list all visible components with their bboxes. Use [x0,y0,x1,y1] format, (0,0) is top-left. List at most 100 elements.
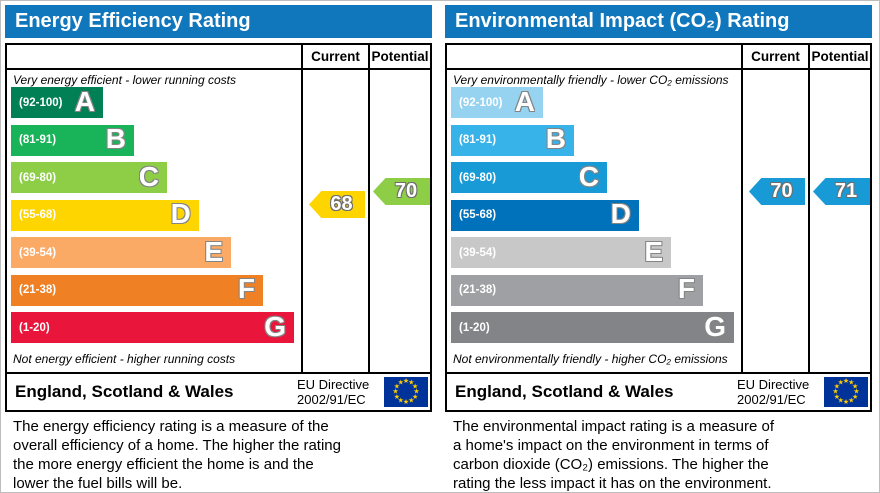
eu-flag: ★ ★ ★ ★ ★ ★ ★ ★ ★ ★ ★ ★ [384,377,428,407]
panel-title-bar: Environmental Impact (CO₂) Rating [445,5,872,38]
band-letter: B [545,123,566,155]
eu-directive-label: EU Directive 2002/91/EC [297,377,369,407]
eu-directive-line1: EU Directive [297,377,370,392]
band-row-b: (81-91) B [451,123,574,156]
band-letter: E [204,235,224,267]
potential-rating-arrow: 71 [813,178,870,205]
band-range-label: (69-80) [19,171,57,184]
band-row-f: (21-38) F [451,273,703,306]
band-row-g: (1-20) G [11,310,295,343]
column-header-row: Current Potential [447,45,870,70]
region-label: England, Scotland & Wales [15,382,234,401]
band-range-label: (39-54) [19,246,57,259]
panel-title-bar: Energy Efficiency Rating [5,5,432,38]
bottom-note: Not environmentally friendly - higher CO… [453,352,728,366]
rating-scale: (92-100) A (81-91) B (69-80) C (55-68) D… [451,85,741,347]
band-row-e: (39-54) E [11,235,232,268]
eu-flag-star: ★ [393,393,401,401]
eu-flag-star: ★ [411,383,419,391]
eu-directive-line2: 2002/91/EC [737,392,806,407]
band-range-label: (81-91) [459,134,497,146]
band-range-label: (21-38) [19,284,57,296]
eu-flag-star: ★ [411,393,419,401]
band-letter: C [578,160,600,192]
eu-flag-star: ★ [837,397,844,405]
column-header-potential: Potential [811,49,869,64]
column-header-row: Current Potential [7,45,430,70]
band-letter: F [677,273,695,305]
eu-flag-star: ★ [402,399,410,406]
band-letter: G [704,310,727,342]
rating-table: Current Potential Very energy efficient … [5,43,432,412]
column-divider [808,45,810,372]
eu-directive-line1: EU Directive [737,377,810,392]
eu-flag-star: ★ [392,388,399,396]
band-range-label: (1-20) [19,321,50,334]
eu-flag-star: ★ [402,378,410,385]
eu-flag-star: ★ [837,379,844,387]
eu-flag-star: ★ [832,388,839,396]
energy-rating-description: The energy efficiency rating is a measur… [13,418,341,492]
band-letter: B [105,123,126,155]
rating-scale: (92-100) A (81-91) B (69-80) C (55-68) D… [11,85,301,347]
eu-flag-star: ★ [851,393,859,401]
energy-efficiency-panel: Energy Efficiency Rating Current Potenti… [5,5,432,492]
band-row-c: (69-80) C [11,161,168,193]
band-range-label: (92-100) [19,96,63,109]
band-letter: E [644,235,664,267]
column-header-potential: Potential [371,49,429,64]
eu-directive-label: EU Directive 2002/91/EC [737,377,809,407]
band-letter: D [610,198,631,230]
band-letter: A [514,85,535,117]
band-row-a: (92-100) A [11,85,103,118]
top-note: Very energy efficient - lower running co… [13,73,236,87]
band-row-d: (55-68) D [11,198,199,231]
column-divider [368,45,370,372]
table-footer: England, Scotland & Wales EU Directive 2… [447,372,870,410]
band-letter: A [74,85,95,117]
eu-flag-star: ★ [413,388,420,396]
band-range-label: (69-80) [459,171,497,184]
eu-flag-star: ★ [408,397,415,405]
current-rating-arrow: 70 [749,178,805,205]
eu-flag-star: ★ [848,379,855,387]
band-row-b: (81-91) B [11,123,134,156]
eu-flag-star: ★ [848,397,855,405]
eu-flag: ★ ★ ★ ★ ★ ★ ★ ★ ★ ★ ★ ★ [824,377,868,407]
region-label: England, Scotland & Wales [455,382,674,401]
band-row-d: (55-68) D [451,198,639,231]
eu-flag-star: ★ [842,399,850,406]
band-range-label: (55-68) [19,209,57,221]
column-header-current: Current [311,49,360,64]
potential-rating-arrow: 70 [373,178,430,205]
band-letter: G [264,310,287,342]
band-row-c: (69-80) C [451,160,608,193]
environmental-impact-panel: Environmental Impact (CO₂) Rating Curren… [445,5,872,492]
rating-table: Current Potential Very environmentally f… [445,43,872,412]
panel-title: Environmental Impact (CO₂) Rating [455,10,790,32]
band-letter: D [170,198,191,230]
band-row-e: (39-54) E [451,235,672,268]
column-header-current: Current [751,49,800,64]
band-range-label: (39-54) [459,246,497,259]
eu-flag-star: ★ [397,397,404,405]
eu-flag-star: ★ [842,378,850,385]
eu-flag-star: ★ [833,393,841,401]
top-note: Very environmentally friendly - lower CO… [453,73,729,87]
band-row-g: (1-20) G [451,310,735,343]
current-rating-arrow: 68 [309,191,365,218]
eu-flag-star: ★ [851,383,859,391]
panel-title: Energy Efficiency Rating [15,10,251,32]
environmental-rating-description: The environmental impact rating is a mea… [453,418,774,492]
band-range-label: (1-20) [459,321,490,334]
eu-flag-star: ★ [393,383,401,391]
band-row-a: (92-100) A [451,85,543,118]
band-range-label: (55-68) [459,209,497,221]
eu-flag-star: ★ [853,388,860,396]
band-row-f: (21-38) F [11,273,263,306]
eu-flag-star: ★ [408,379,415,387]
table-footer: England, Scotland & Wales EU Directive 2… [7,372,430,410]
eu-flag-star: ★ [397,379,404,387]
band-range-label: (21-38) [459,284,497,296]
